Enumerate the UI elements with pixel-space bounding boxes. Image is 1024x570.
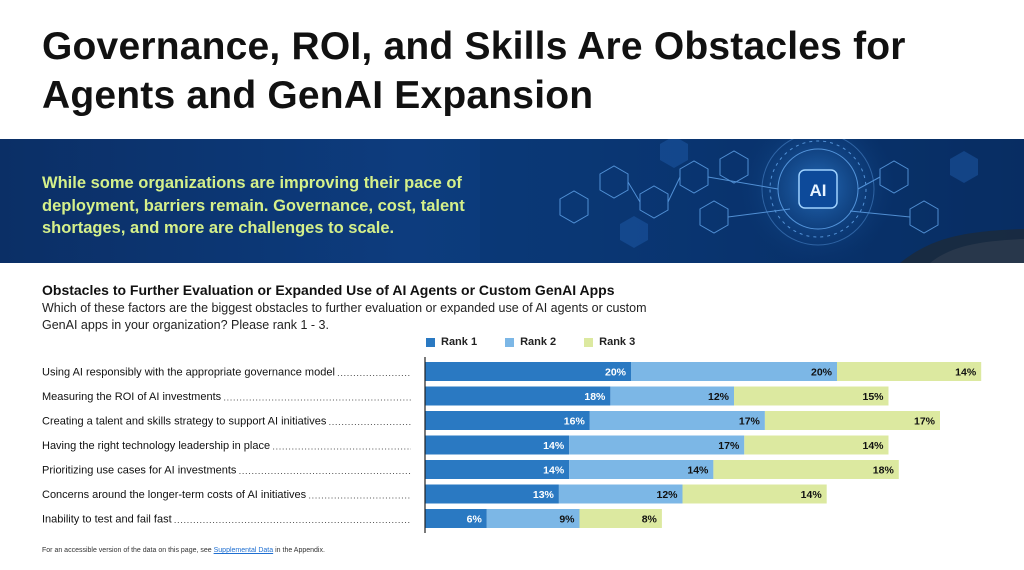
data-label: 17% [718, 440, 740, 452]
banner-text: While some organizations are improving t… [42, 174, 465, 237]
legend-swatch-rank-2 [505, 337, 515, 347]
chart-subtitle: Which of these factors are the biggest o… [42, 301, 647, 332]
bar-segment [425, 411, 590, 430]
bar-segment [764, 411, 940, 430]
data-label: 15% [862, 391, 884, 403]
bar-segment [425, 386, 611, 406]
data-label: 6% [467, 514, 483, 526]
data-label: 14% [801, 489, 823, 501]
bar-segment [744, 435, 889, 455]
bar-segment [589, 411, 765, 430]
category-label: Creating a talent and skills strategy to… [42, 416, 327, 428]
chart-title: Obstacles to Further Evaluation or Expan… [42, 282, 615, 298]
ai-chip-icon: AI [798, 169, 838, 209]
legend-label-rank-3: Rank 3 [599, 336, 636, 348]
category-label: Using AI responsibly with the appropriat… [42, 367, 335, 379]
legend-item-rank-3: Rank 3 [584, 336, 635, 348]
legend-label-rank-1: Rank 1 [441, 336, 478, 348]
bar-segment [682, 484, 827, 504]
data-label: 14% [543, 440, 565, 452]
ai-chip-label: AI [810, 181, 827, 200]
bar-segment [425, 435, 570, 455]
data-label: 14% [543, 465, 565, 477]
data-label: 8% [642, 514, 658, 526]
data-label: 9% [559, 514, 575, 526]
bar-segment [425, 460, 570, 479]
supplemental-data-link[interactable]: Supplemental Data [213, 547, 274, 554]
data-label: 13% [533, 489, 555, 501]
category-label: Having the right technology leadership i… [42, 440, 270, 452]
page-title: Governance, ROI, and Skills Are Obstacle… [42, 25, 906, 117]
data-label: 20% [811, 367, 833, 379]
data-label: 16% [564, 416, 586, 428]
data-label: 14% [955, 367, 977, 379]
data-label: 17% [914, 416, 936, 428]
data-label: 20% [605, 367, 627, 379]
data-label: 14% [862, 440, 884, 452]
ai-network-illustration: AI [480, 139, 1024, 263]
bar-segment [837, 362, 982, 381]
category-label: Inability to test and fail fast [42, 514, 172, 526]
bar-segment [425, 509, 487, 528]
bar-segment [486, 509, 580, 528]
data-label: 12% [656, 489, 678, 501]
legend-swatch-rank-3 [584, 337, 594, 347]
legend-item-rank-2: Rank 2 [505, 336, 556, 348]
data-label: 17% [739, 416, 761, 428]
bar-segment [558, 484, 683, 504]
footnote: For an accessible version of the data on… [42, 547, 325, 554]
chart-legend: Rank 1 Rank 2 Rank 3 [426, 335, 663, 349]
footnote-text-after: in the Appendix. [273, 547, 325, 554]
category-label: Prioritizing use cases for AI investment… [42, 465, 237, 477]
category-label: Concerns around the longer-term costs of… [42, 489, 307, 501]
hero-banner: AI While some organizations are improvin… [0, 139, 1024, 263]
legend-label-rank-2: Rank 2 [520, 336, 557, 348]
data-label: 18% [873, 465, 895, 477]
category-label: Measuring the ROI of AI investments [42, 391, 222, 403]
bar-segment [734, 386, 889, 406]
data-label: 14% [687, 465, 709, 477]
bar-segment [569, 435, 745, 455]
bar-segment [610, 386, 734, 406]
data-label: 18% [584, 391, 606, 403]
bar-segment [425, 484, 559, 504]
bar-segment [713, 460, 899, 479]
data-label: 12% [708, 391, 730, 403]
bar-segment [569, 460, 714, 479]
legend-item-rank-1: Rank 1 [426, 336, 477, 348]
bar-segment [631, 362, 837, 381]
footnote-text-before: For an accessible version of the data on… [42, 547, 214, 554]
bar-segment [425, 362, 631, 381]
bar-segment [579, 509, 662, 528]
legend-swatch-rank-1 [426, 337, 435, 347]
